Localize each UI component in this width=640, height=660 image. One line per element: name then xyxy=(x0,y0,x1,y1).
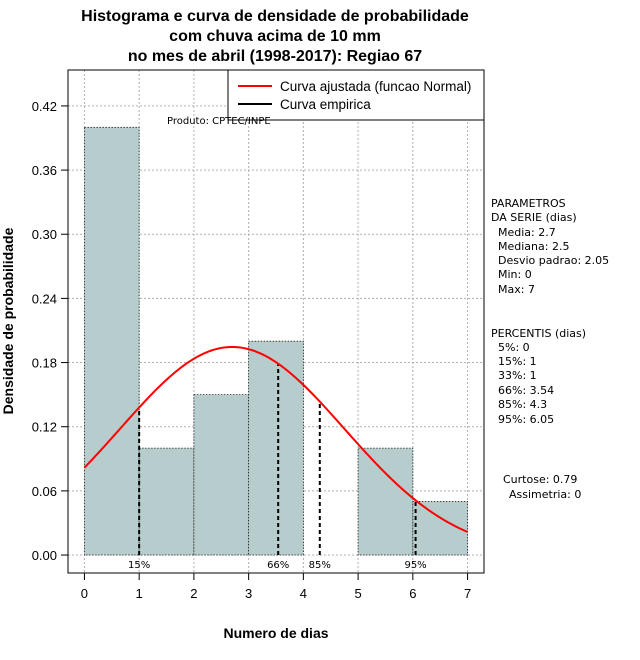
percentile-95: 95%: 6.05 xyxy=(498,413,554,426)
percentile-5: 5%: 0 xyxy=(498,341,530,354)
percentile-15: 15%: 1 xyxy=(498,355,537,368)
params-title-line-1: PARAMETROS xyxy=(491,197,566,210)
y-axis: 0.00 0.06 0.12 0.18 0.24 0.30 0.36 0.42 xyxy=(32,99,68,563)
skewness-text: Assimetria: 0 xyxy=(509,488,581,501)
x-tick-label-3: 3 xyxy=(245,586,252,601)
x-tick-label-1: 1 xyxy=(136,586,143,601)
legend-box xyxy=(227,69,485,121)
x-axis-title: Numero de dias xyxy=(223,625,328,641)
chart-title-line-2: com chuva acima de 10 mm xyxy=(169,28,381,45)
params-title-line-2: DA SERIE (dias) xyxy=(491,211,577,224)
y-tick-label-2: 0.12 xyxy=(32,420,57,435)
histogram-bar-3 xyxy=(248,340,304,556)
percentile-lines: 15% 66% 85% 95% xyxy=(128,363,427,571)
percentile-label-1: 66% xyxy=(267,560,289,571)
credit-text: Produto: CPTEC/INPE xyxy=(167,116,271,127)
legend-entry-empirical: Curva empirica xyxy=(280,97,371,112)
percentile-85: 85%: 4.3 xyxy=(498,398,547,411)
legend-entry-fit: Curva ajustada (funcao Normal) xyxy=(280,79,471,94)
chart-title-line-3: no mes de abril (1998-2017): Regiao 67 xyxy=(128,48,422,65)
y-tick-label-1: 0.06 xyxy=(32,484,57,499)
percentiles-title: PERCENTIS (dias) xyxy=(491,327,586,340)
y-tick-label-3: 0.18 xyxy=(32,356,57,371)
histogram-bar-1 xyxy=(138,447,195,556)
y-tick-label-4: 0.24 xyxy=(32,291,57,306)
percentile-label-0: 15% xyxy=(128,560,150,571)
percentile-66: 66%: 3.54 xyxy=(498,384,554,397)
kurtosis-text: Curtose: 0.79 xyxy=(503,473,577,486)
legend: Curva ajustada (funcao Normal) Curva emp… xyxy=(227,69,485,121)
y-tick-label-6: 0.36 xyxy=(32,163,57,178)
chart-title-line-1: Histograma e curva de densidade de proba… xyxy=(81,8,469,25)
side-panel: PARAMETROS DA SERIE (dias) Media: 2.7 Me… xyxy=(491,197,609,501)
param-median: Mediana: 2.5 xyxy=(498,240,569,253)
percentile-label-2: 85% xyxy=(309,560,331,571)
x-tick-label-6: 6 xyxy=(409,586,416,601)
histogram-bar-2 xyxy=(193,394,250,556)
histogram-bar-0 xyxy=(84,126,140,556)
x-tick-label-5: 5 xyxy=(354,586,361,601)
percentile-label-3: 95% xyxy=(404,560,426,571)
y-tick-label-7: 0.42 xyxy=(32,99,57,114)
x-tick-label-7: 7 xyxy=(464,586,471,601)
histogram-bar-5 xyxy=(357,447,414,556)
y-tick-label-0: 0.00 xyxy=(32,548,57,563)
param-sd: Desvio padrao: 2.05 xyxy=(498,254,609,267)
y-axis-title: Densidade de probabilidade xyxy=(0,227,16,414)
param-min: Min: 0 xyxy=(498,268,532,281)
x-tick-label-0: 0 xyxy=(81,586,88,601)
histogram-bars xyxy=(84,126,468,556)
normal-fit-curve xyxy=(83,345,468,533)
percentile-33: 33%: 1 xyxy=(498,369,537,382)
x-tick-label-2: 2 xyxy=(190,586,197,601)
x-tick-label-4: 4 xyxy=(300,586,307,601)
param-mean: Media: 2.7 xyxy=(498,226,556,239)
y-tick-label-5: 0.30 xyxy=(32,227,57,242)
param-max: Max: 7 xyxy=(498,283,535,296)
x-axis: 0 1 2 3 4 5 6 7 xyxy=(81,572,471,601)
